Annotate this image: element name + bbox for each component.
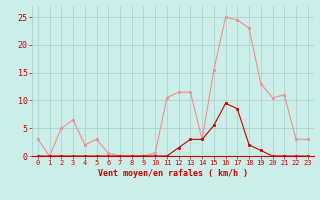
- X-axis label: Vent moyen/en rafales ( km/h ): Vent moyen/en rafales ( km/h ): [98, 169, 248, 178]
